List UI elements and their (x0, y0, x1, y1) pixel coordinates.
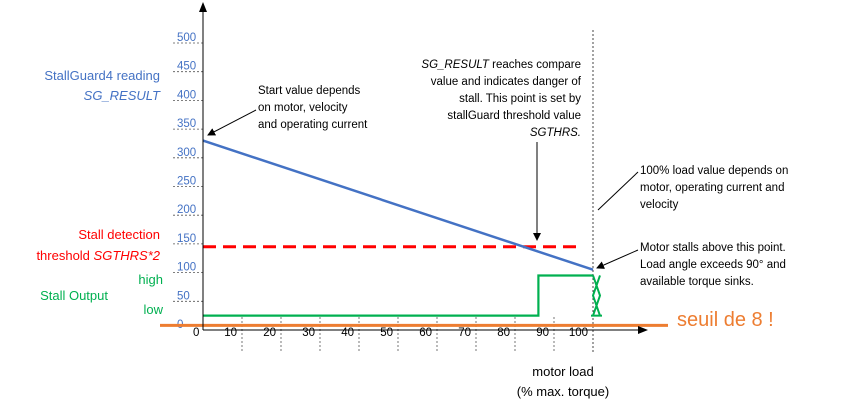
x-tick-marks (241, 317, 555, 352)
stall-output-toggle-a (592, 275, 602, 316)
seuil-label: seuil de 8 ! (677, 309, 774, 331)
y-tick-label: 500 (177, 32, 196, 44)
stall-output-toggle-b (591, 275, 601, 316)
x-tick-label: 30 (302, 327, 315, 339)
x-axis-title-line1: motor load (532, 364, 593, 379)
annotation-load100-line1: 100% load value depends on (640, 165, 788, 177)
stall-output-low-label: low (143, 302, 163, 317)
annotation-reach-line2: value and indicates danger of (431, 76, 582, 88)
annotation-stall-line3: available torque sinks. (640, 276, 754, 288)
annotation-reach-line3: stall. This point is set by (459, 93, 581, 105)
x-tick-label: 70 (458, 327, 471, 339)
x-axis-arrow (638, 326, 648, 334)
series-layer (160, 30, 668, 352)
annotation-load100-line3: velocity (640, 199, 679, 211)
y-tick-label: 250 (177, 176, 196, 188)
y-tick-label: 350 (177, 118, 196, 130)
threshold-legend-prefix: threshold (36, 248, 93, 263)
annotation-reach-line1: SG_RESULT reaches compare (421, 59, 581, 71)
annotation-start-arrow (207, 109, 257, 136)
annotation-reach-line4: stallGuard threshold value (447, 110, 581, 122)
x-axis-title-line2: (% max. torque) (517, 384, 609, 399)
x-tick-label: 80 (497, 327, 510, 339)
annotation-reach-rest: reaches compare (489, 59, 581, 71)
sg-result-line (202, 139, 594, 271)
threshold-legend-italic: SGTHRS*2 (94, 248, 161, 263)
sg-result-legend-italic: SG_RESULT (84, 88, 161, 103)
y-tick-label: 400 (177, 89, 196, 101)
x-tick-label: 40 (341, 327, 354, 339)
y-tick-label: 100 (177, 262, 196, 274)
x-tick-label: 60 (419, 327, 432, 339)
sg-result-legend-label: StallGuard4 reading (44, 68, 160, 83)
annotation-load100-line2: motor, operating current and (640, 182, 784, 194)
annotation-stall-arrow (596, 249, 639, 269)
x-tick-labels: 0 10 20 30 40 50 60 70 80 90 100 (193, 327, 588, 339)
stall-output-legend-label: Stall Output (40, 288, 108, 303)
annotation-start-line1: Start value depends (258, 85, 361, 97)
y-tick-label: 50 (177, 290, 190, 302)
x-tick-label: 90 (536, 327, 549, 339)
annotation-stall-line1: Motor stalls above this point. (640, 242, 786, 254)
y-tick-label: 200 (177, 204, 196, 216)
x-tick-label: 0 (193, 327, 199, 339)
x-tick-label: 50 (380, 327, 393, 339)
threshold-legend-label-2: threshold SGTHRS*2 (36, 248, 160, 263)
annotation-reach-line5: SGTHRS. (530, 127, 581, 139)
stall-output-high-label: high (138, 272, 163, 287)
x-tick-label: 10 (224, 327, 237, 339)
y-gridlines (173, 42, 203, 302)
threshold-legend-label: Stall detection (78, 227, 160, 242)
annotation-reach-italic: SG_RESULT (421, 59, 490, 71)
x-tick-label: 20 (263, 327, 276, 339)
y-axis-arrow (199, 2, 207, 12)
annotation-start-line2: on motor, velocity (258, 102, 348, 114)
y-tick-label: 450 (177, 61, 196, 73)
stall-output-line (203, 274, 593, 317)
annotation-stall-line2: Load angle exceeds 90° and (640, 259, 786, 271)
annotation-load100-connector (597, 171, 639, 211)
annotation-start-line3: and operating current (258, 119, 368, 131)
y-tick-label: 150 (177, 233, 196, 245)
x-tick-label: 100 (569, 327, 588, 339)
y-tick-label: 300 (177, 147, 196, 159)
